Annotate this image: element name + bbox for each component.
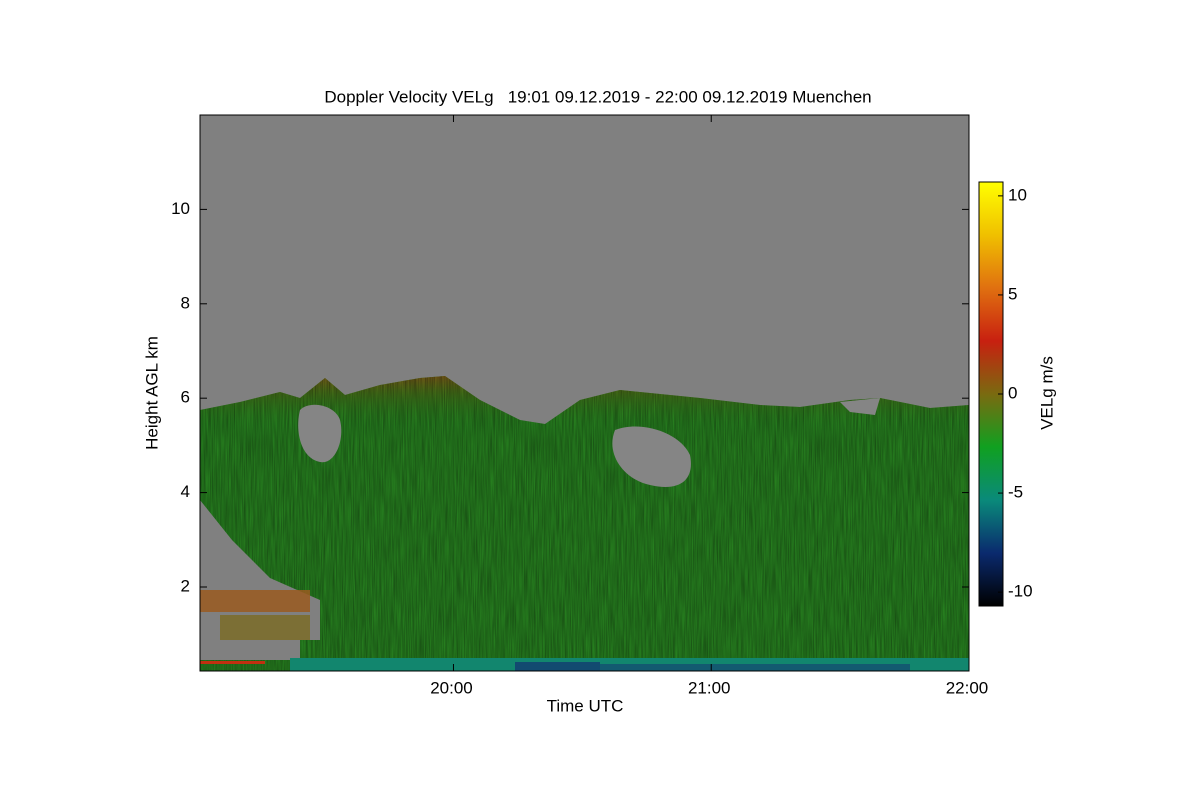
x-tick-label: 20:00 [430,678,473,697]
surface-layer [600,664,910,671]
gap-area [200,640,300,660]
chart-title: Doppler Velocity VELg 19:01 09.12.2019 -… [324,87,871,106]
colorbar-label: VELg m/s [1037,356,1056,430]
low-echo-band [220,615,310,640]
colorbar-tick-label: -5 [1008,483,1023,502]
y-tick-label: 8 [181,293,190,312]
y-tick-label: 2 [181,576,190,595]
x-tick-label: 22:00 [946,678,989,697]
x-axis-label: Time UTC [547,696,624,715]
low-echo-band [200,590,310,612]
low-echo-line [200,661,265,664]
colorbar-tick-label: 5 [1008,284,1017,303]
colorbar-tick-label: 10 [1008,185,1027,204]
gap-area [612,426,691,487]
echo-texture [200,376,969,671]
gap-area [840,398,880,415]
y-tick-label: 4 [181,482,190,501]
gap-area [298,404,342,463]
colorbar-tick-label: 0 [1008,383,1017,402]
y-tick-label: 10 [171,199,190,218]
surface-layer [515,662,600,671]
x-tick-label: 21:00 [688,678,731,697]
y-tick-label: 6 [181,388,190,407]
heatmap-field [200,115,969,671]
colorbar-tick-label: -10 [1008,582,1033,601]
plot-frame [199,114,970,672]
y-axis-label: Height AGL km [142,336,161,450]
